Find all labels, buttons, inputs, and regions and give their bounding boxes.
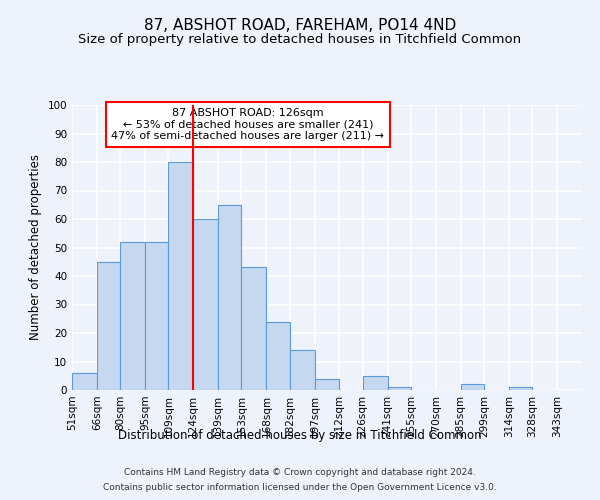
- Bar: [120, 242, 145, 390]
- Bar: [193, 219, 218, 390]
- Bar: [169, 162, 193, 390]
- Bar: [290, 350, 314, 390]
- Bar: [314, 378, 340, 390]
- Text: Contains HM Land Registry data © Crown copyright and database right 2024.: Contains HM Land Registry data © Crown c…: [124, 468, 476, 477]
- Bar: [461, 384, 484, 390]
- Bar: [97, 262, 120, 390]
- Text: Size of property relative to detached houses in Titchfield Common: Size of property relative to detached ho…: [79, 32, 521, 46]
- Bar: [218, 205, 241, 390]
- Bar: [363, 376, 388, 390]
- Bar: [266, 322, 290, 390]
- Bar: [145, 242, 169, 390]
- Text: Distribution of detached houses by size in Titchfield Common: Distribution of detached houses by size …: [118, 428, 482, 442]
- Text: 87 ABSHOT ROAD: 126sqm
← 53% of detached houses are smaller (241)
47% of semi-de: 87 ABSHOT ROAD: 126sqm ← 53% of detached…: [112, 108, 385, 141]
- Bar: [509, 387, 532, 390]
- Y-axis label: Number of detached properties: Number of detached properties: [29, 154, 42, 340]
- Text: 87, ABSHOT ROAD, FAREHAM, PO14 4ND: 87, ABSHOT ROAD, FAREHAM, PO14 4ND: [144, 18, 456, 32]
- Bar: [388, 387, 411, 390]
- Bar: [72, 373, 97, 390]
- Text: Contains public sector information licensed under the Open Government Licence v3: Contains public sector information licen…: [103, 483, 497, 492]
- Bar: [241, 268, 266, 390]
